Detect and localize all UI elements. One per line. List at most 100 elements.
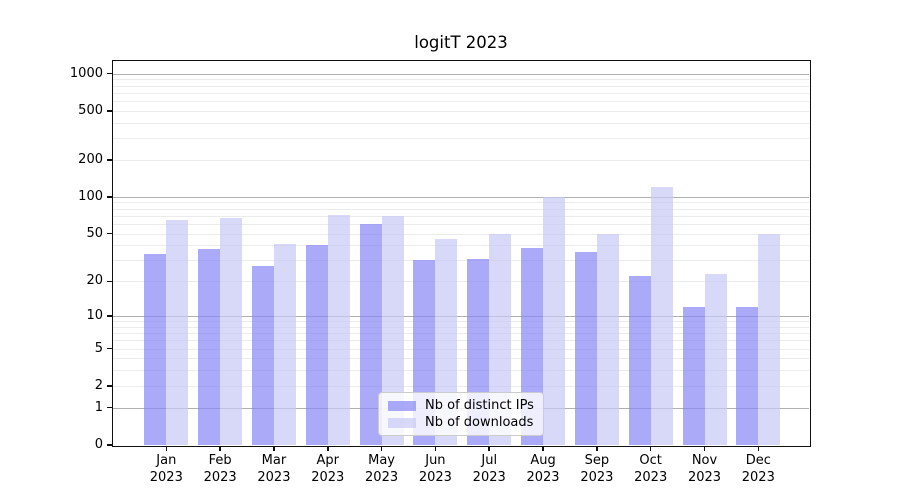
y-tick-label-200: 200 [78, 151, 103, 167]
x-tick-label-sep-2023: Sep 2023 [580, 453, 614, 485]
x-tick-mark-jun-2023 [434, 446, 437, 451]
gridline-minor-90 [113, 202, 809, 204]
x-tick-mark-dec-2023 [757, 446, 760, 451]
bar-nb-of-downloads-aug-2023 [543, 196, 566, 445]
gridline-minor-8 [113, 326, 809, 328]
gridline-minor-6 [113, 340, 809, 342]
legend-swatch-downloads [388, 418, 416, 428]
y-tick-label-0: 0 [94, 437, 103, 452]
bar-nb-of-distinct-ips-may-2023 [359, 223, 382, 445]
x-tick-mark-nov-2023 [703, 446, 706, 451]
y-tick-label-1: 1 [94, 399, 103, 415]
x-tick-label-aug-2023: Aug 2023 [526, 453, 560, 485]
gridline-major-100 [113, 196, 809, 198]
x-tick-mark-jan-2023 [165, 446, 168, 451]
y-tick-mark-200 [106, 159, 113, 161]
gridline-major-1000 [113, 73, 809, 75]
y-tick-label-1000: 1000 [69, 65, 103, 81]
x-tick-mark-jul-2023 [488, 446, 490, 451]
bar-nb-of-distinct-ips-oct-2023 [628, 276, 651, 445]
x-tick-label-may-2023: May 2023 [365, 453, 399, 485]
bar-nb-of-downloads-apr-2023 [327, 215, 350, 445]
gridline-minor-4 [113, 358, 809, 360]
y-tick-mark-20 [106, 280, 113, 283]
bar-nb-of-distinct-ips-nov-2023 [682, 307, 705, 445]
x-tick-mark-sep-2023 [596, 446, 598, 451]
y-tick-label-20: 20 [86, 273, 103, 289]
bar-nb-of-distinct-ips-mar-2023 [251, 265, 274, 445]
chart-title: logitT 2023 [414, 33, 508, 52]
y-tick-mark-5 [106, 347, 113, 350]
gridline-minor-2 [113, 385, 809, 387]
gridline-minor-80 [113, 208, 809, 210]
y-tick-mark-1 [106, 406, 113, 409]
x-tick-label-nov-2023: Nov 2023 [687, 453, 722, 485]
bar-nb-of-distinct-ips-sep-2023 [574, 252, 597, 445]
bar-nb-of-downloads-oct-2023 [650, 187, 673, 445]
bar-nb-of-downloads-dec-2023 [758, 233, 781, 445]
gridline-minor-60 [113, 223, 809, 225]
legend-swatch-distinct-ips [388, 401, 416, 411]
y-tick-mark-1000 [106, 72, 113, 75]
x-tick-mark-may-2023 [380, 446, 383, 451]
x-tick-label-feb-2023: Feb 2023 [203, 453, 237, 485]
y-tick-mark-2 [106, 385, 113, 387]
y-tick-mark-0 [106, 444, 113, 446]
gridline-minor-800 [113, 85, 809, 87]
x-tick-mark-aug-2023 [542, 446, 544, 451]
bar-nb-of-downloads-feb-2023 [220, 218, 243, 445]
legend: Nb of distinct IPs Nb of downloads [378, 392, 544, 436]
y-tick-mark-10 [106, 315, 113, 317]
gridline-minor-50 [113, 233, 809, 235]
x-tick-label-oct-2023: Oct 2023 [634, 453, 668, 485]
gridline-minor-700 [113, 92, 809, 94]
gridline-minor-3 [113, 370, 809, 372]
y-tick-label-100: 100 [78, 188, 103, 204]
gridline-minor-30 [113, 260, 809, 262]
gridline-major-10 [113, 316, 809, 318]
x-tick-mark-feb-2023 [219, 446, 221, 451]
bar-nb-of-distinct-ips-apr-2023 [305, 245, 328, 445]
y-tick-label-50: 50 [86, 225, 103, 241]
gridline-minor-600 [113, 101, 809, 102]
x-tick-label-jan-2023: Jan 2023 [149, 453, 183, 485]
legend-label-downloads: Nb of downloads [425, 415, 534, 430]
gridline-minor-20 [113, 281, 809, 283]
gridline-minor-400 [113, 122, 809, 124]
gridline-minor-900 [113, 79, 809, 81]
x-tick-label-jul-2023: Jul 2023 [472, 453, 506, 485]
x-tick-mark-apr-2023 [327, 446, 329, 451]
bar-nb-of-downloads-nov-2023 [704, 274, 727, 445]
gridline-minor-9 [113, 321, 809, 323]
gridline-minor-300 [113, 138, 809, 140]
gridline-minor-70 [113, 215, 809, 217]
bar-nb-of-distinct-ips-dec-2023 [736, 307, 759, 445]
legend-item-distinct-ips: Nb of distinct IPs [388, 399, 534, 413]
y-tick-label-10: 10 [86, 308, 103, 324]
y-tick-label-2: 2 [94, 377, 103, 393]
bar-nb-of-downloads-mar-2023 [273, 244, 296, 445]
bar-nb-of-downloads-sep-2023 [596, 233, 619, 445]
bar-nb-of-distinct-ips-jan-2023 [144, 253, 167, 445]
x-tick-label-jun-2023: Jun 2023 [418, 453, 452, 485]
gridline-minor-500 [113, 110, 809, 112]
gridline-minor-40 [113, 245, 809, 247]
legend-item-downloads: Nb of downloads [388, 416, 534, 430]
bar-nb-of-distinct-ips-feb-2023 [198, 249, 221, 445]
x-tick-label-dec-2023: Dec 2023 [741, 453, 775, 485]
gridline-minor-200 [113, 159, 809, 161]
y-tick-mark-50 [106, 232, 113, 235]
bar-nb-of-downloads-may-2023 [381, 215, 404, 445]
x-tick-label-mar-2023: Mar 2023 [257, 453, 291, 485]
plot-area [113, 61, 809, 445]
x-tick-label-apr-2023: Apr 2023 [311, 453, 345, 485]
gridline-minor-5 [113, 348, 809, 350]
y-tick-mark-500 [106, 110, 113, 112]
y-tick-mark-100 [106, 196, 113, 198]
bar-nb-of-downloads-jan-2023 [166, 219, 189, 445]
y-tick-label-5: 5 [94, 340, 103, 356]
gridline-minor-7 [113, 333, 809, 335]
y-tick-label-500: 500 [78, 102, 103, 118]
legend-label-distinct-ips: Nb of distinct IPs [425, 398, 534, 413]
